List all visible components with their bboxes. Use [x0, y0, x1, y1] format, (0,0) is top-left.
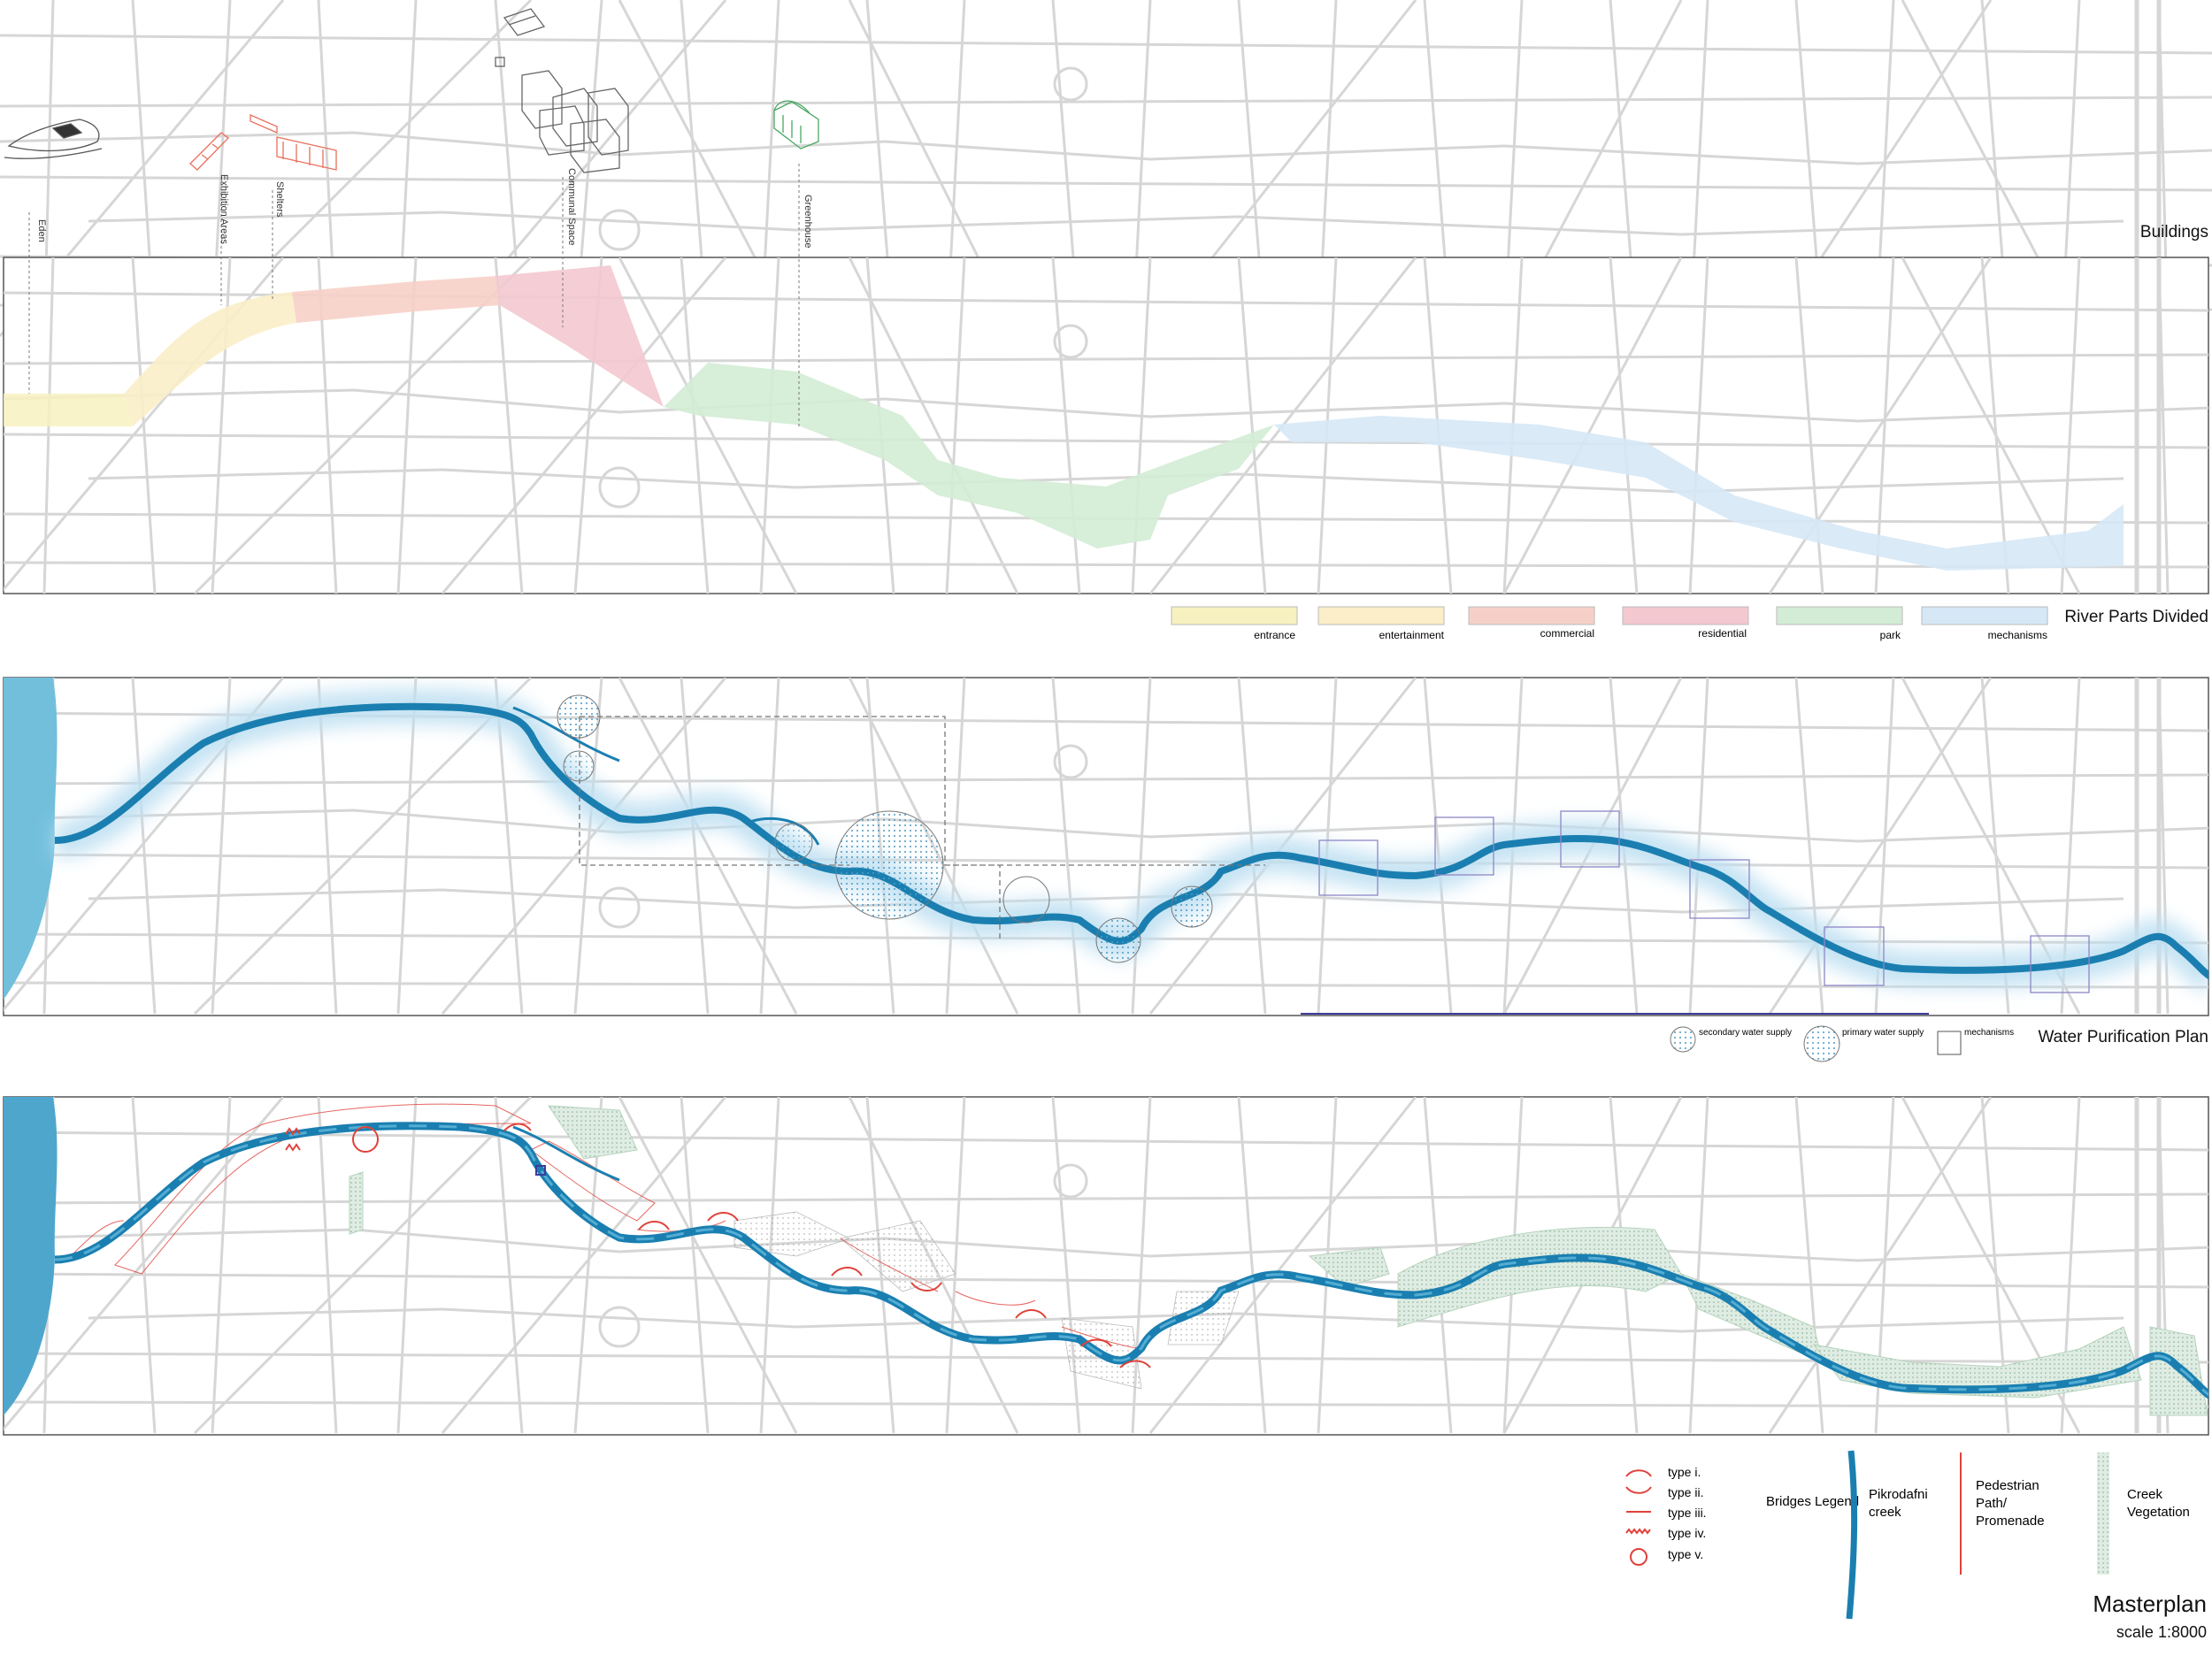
zone-park	[664, 363, 1274, 548]
greenhouse-building-icon	[773, 100, 819, 149]
masterplan-legend: Pikrodafni creek Pedestrian Path/ Promen…	[1846, 1450, 2190, 1620]
legend-secondary-supply: secondary water supply	[1699, 1028, 1792, 1038]
exhibition-building-icon	[189, 132, 229, 171]
legend-primary-supply: primary water supply	[1842, 1028, 1924, 1038]
secondary-supply-4	[1002, 876, 1050, 924]
river-parts-title: River Parts Divided	[2064, 608, 2208, 626]
secondary-supply-5	[1095, 917, 1141, 963]
masterplan-title: Masterplan	[2093, 1591, 2207, 1617]
creek-legend-icon	[1846, 1450, 1858, 1620]
zone-entertainment	[124, 292, 296, 426]
hardscape-areas	[733, 1211, 1240, 1390]
bridge-type-iii: type iii.	[1668, 1506, 1707, 1520]
legend-mechanisms-box: mechanisms	[1964, 1028, 2014, 1038]
secondary-supply-3	[774, 823, 813, 862]
secondary-supply-2	[563, 750, 595, 782]
path-label-1: Pedestrian	[1976, 1478, 2039, 1493]
label-shelters: Shelters	[274, 181, 285, 218]
bridge-type-iv: type iv.	[1668, 1526, 1706, 1540]
legend-entrance: entrance	[1254, 629, 1295, 641]
zone-entrance	[4, 394, 133, 426]
bridge-type-ii: type ii.	[1668, 1485, 1703, 1499]
mechanism-boxes	[1318, 810, 2090, 993]
masterplan-scale: scale 1:8000	[2116, 1623, 2207, 1641]
primary-supply	[834, 810, 944, 920]
river-parts-legend: entrance entertainment commercial reside…	[1171, 606, 2048, 641]
secondary-supply-1	[557, 694, 601, 739]
water-plan-title: Water Purification Plan	[2038, 1028, 2208, 1046]
eden-building-icon	[4, 119, 103, 159]
label-exhibition-areas: Exhibition Areas	[219, 174, 229, 244]
legend-entertainment: entertainment	[1379, 629, 1445, 641]
secondary-supply-6	[1171, 885, 1213, 928]
label-eden: Eden	[36, 219, 47, 242]
label-communal-space: Communal Space	[566, 168, 577, 245]
creek-label-1: Pikrodafni	[1869, 1487, 1928, 1502]
sea	[4, 678, 58, 1000]
buildings-sketches	[4, 8, 819, 173]
veg-label-1: Creek	[2127, 1487, 2163, 1502]
bridge-type-v: type v.	[1668, 1547, 1703, 1561]
bridge-type-i: type i.	[1668, 1465, 1701, 1479]
veg-label-2: Vegetation	[2127, 1505, 2190, 1520]
zone-mechanisms	[1274, 416, 2124, 571]
river-parts-panel	[3, 257, 2209, 594]
bridges-legend-title: Bridges Legend	[1766, 1494, 1859, 1509]
communal-building-icon	[495, 8, 629, 173]
water-plan-legend: secondary water supply primary water sup…	[1670, 1025, 2014, 1062]
zone-residential	[495, 265, 664, 407]
vegetation-legend-icon	[2097, 1453, 2109, 1575]
zone-commercial	[292, 276, 500, 323]
label-greenhouse: Greenhouse	[803, 195, 813, 249]
creek-label-2: creek	[1869, 1505, 1901, 1520]
bridge-type-i-icon	[1625, 1469, 1652, 1477]
shelters-building-icon	[250, 114, 337, 171]
street-network	[0, 0, 2212, 338]
bridge-type-iv-icon	[1625, 1528, 1651, 1535]
path-label-2: Path/	[1976, 1496, 2008, 1511]
sea-masterplan	[4, 1097, 58, 1415]
legend-park: park	[1880, 629, 1901, 641]
bridge-type-ii-icon	[1625, 1486, 1652, 1494]
bridge-type-v-icon	[1630, 1548, 1647, 1566]
water-plan-panel	[3, 677, 2209, 1016]
bridges-legend: type i. type ii. type iii. type iv. type…	[1625, 1465, 1859, 1566]
legend-residential: residential	[1698, 627, 1747, 640]
building-leader-lines	[28, 164, 800, 429]
legend-mechanisms: mechanisms	[1988, 629, 2047, 641]
path-label-3: Promenade	[1976, 1514, 2045, 1529]
legend-commercial: commercial	[1540, 627, 1594, 640]
bridges	[285, 1123, 1151, 1368]
masterplan-panel	[3, 1096, 2209, 1436]
buildings-title: Buildings	[2140, 223, 2208, 241]
